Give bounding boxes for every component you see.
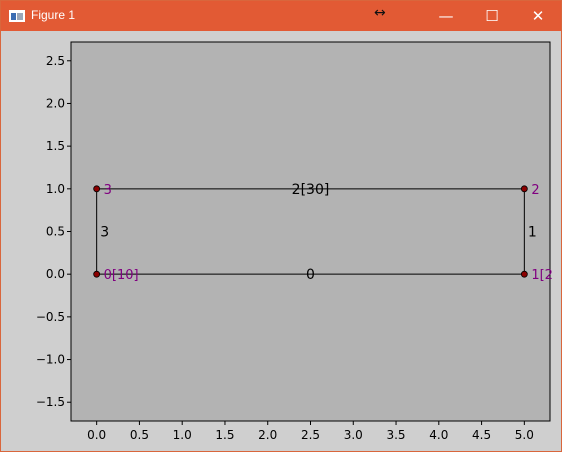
y-tick-label: −1.0 [36, 353, 65, 367]
x-tick-label: 2.5 [301, 428, 320, 442]
x-tick-label: 4.5 [472, 428, 491, 442]
x-tick-label: 0.0 [87, 428, 106, 442]
y-tick-label: 0.0 [46, 267, 65, 281]
y-tick-label: −0.5 [36, 310, 65, 324]
y-tick-label: 1.5 [46, 139, 65, 153]
x-tick-label: 0.5 [130, 428, 149, 442]
y-tick-label: 0.5 [46, 225, 65, 239]
x-tick-label: 5.0 [515, 428, 534, 442]
x-tick-label: 1.5 [215, 428, 234, 442]
node-marker [520, 270, 528, 278]
x-tick-label: 1.0 [173, 428, 192, 442]
node-label: 2 [531, 183, 539, 198]
edge-label: 0 [306, 267, 315, 283]
y-tick-label: −1.5 [36, 395, 65, 409]
minimize-icon: — [438, 7, 454, 25]
x-tick-label: 2.0 [258, 428, 277, 442]
window-title: Figure 1 [31, 8, 76, 22]
y-tick-label: 1.0 [46, 182, 65, 196]
node-marker [93, 270, 101, 278]
close-button[interactable]: ✕ [515, 1, 561, 31]
y-tick-label: 2.5 [46, 54, 65, 68]
node-marker [520, 185, 528, 193]
y-tick-label: 2.0 [46, 96, 65, 110]
node-label: 3 [104, 183, 112, 198]
edge-label: 3 [100, 225, 109, 241]
node-marker [93, 185, 101, 193]
minimize-button[interactable]: — [423, 1, 469, 31]
figure-canvas[interactable]: 0 1 2[30] 3 0[10] 1[2 2 3 0.0 0.5 1.0 1.5 2.0 2.5 3.… [1, 31, 561, 451]
plot-area [70, 41, 551, 422]
x-tick-label: 3.0 [344, 428, 363, 442]
x-tick-label: 3.5 [386, 428, 405, 442]
edge-label: 1 [528, 225, 537, 241]
x-tick-label: 4.0 [429, 428, 448, 442]
app-icon [9, 10, 25, 22]
title-bar[interactable]: Figure 1 ↔ — ☐ ✕ [1, 1, 561, 31]
maximize-icon: ☐ [485, 7, 499, 25]
resize-cursor-icon: ↔ [374, 5, 386, 21]
node-label: 0[10] [104, 268, 139, 283]
close-icon: ✕ [531, 7, 545, 25]
maximize-button[interactable]: ☐ [469, 1, 515, 31]
edge-label: 2[30] [292, 182, 330, 198]
node-label: 1[2 [531, 268, 553, 283]
